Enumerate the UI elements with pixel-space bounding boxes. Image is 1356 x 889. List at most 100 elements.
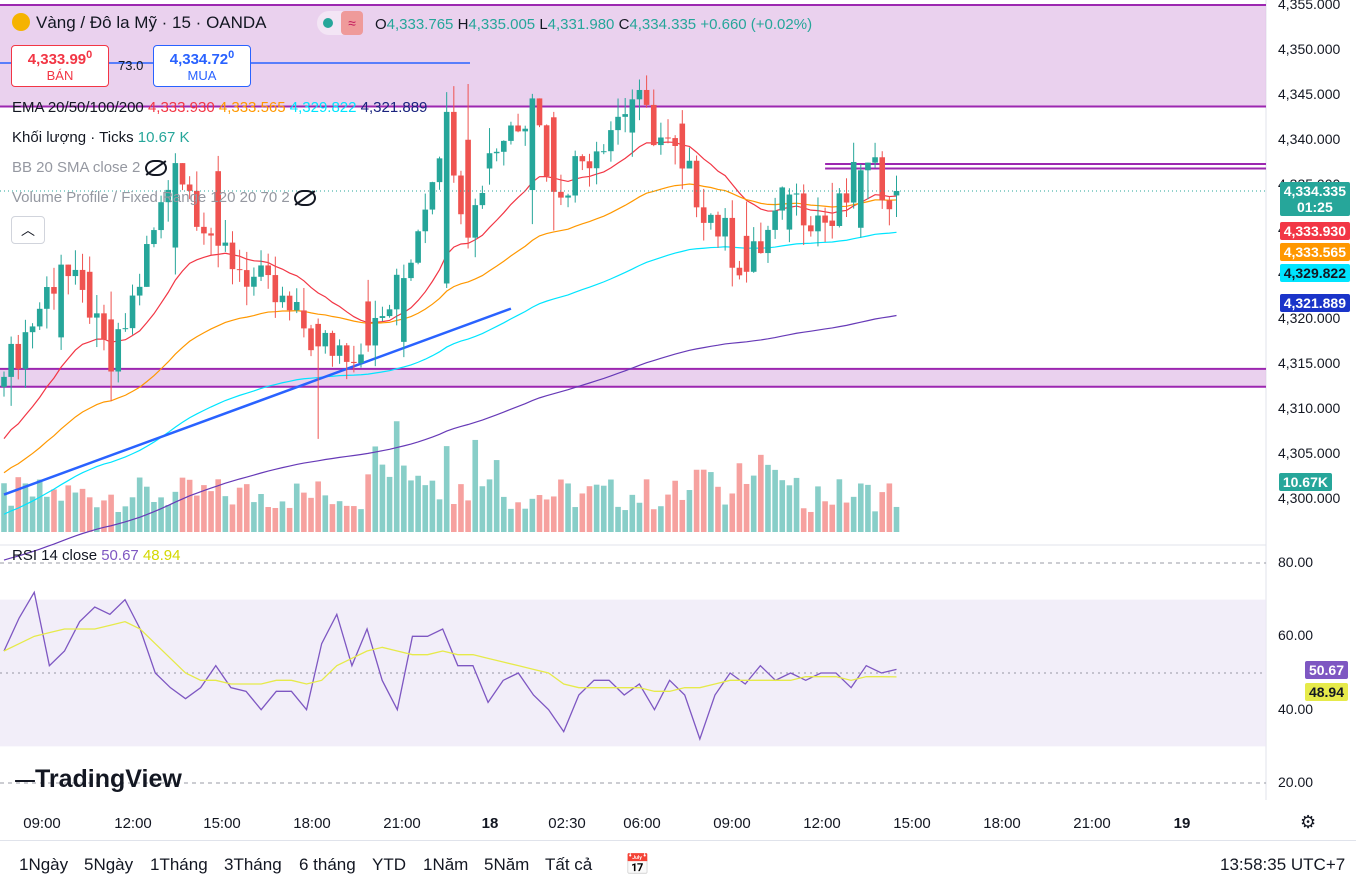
candle-body (322, 332, 329, 347)
candle-body (79, 269, 86, 290)
volume-bar (729, 493, 736, 532)
toolbar-divider (0, 840, 1356, 841)
volume-bar (236, 487, 243, 532)
symbol-header[interactable]: Vàng / Đô la Mỹ · 15 · OANDA (12, 13, 267, 33)
candle-body (843, 193, 850, 203)
candle-body (94, 313, 100, 318)
volume-bar (893, 506, 900, 532)
candle-body (886, 200, 893, 210)
candle-body (793, 193, 800, 195)
rsi-band (0, 599, 1266, 747)
candle-body (101, 313, 107, 340)
timeframe-button[interactable]: 1Ngày (19, 855, 69, 874)
volume-bar (372, 446, 379, 532)
candle-body (722, 217, 728, 237)
hidden-eye-icon[interactable] (144, 160, 167, 177)
sell-button[interactable]: 4,333.990 BÁN (11, 45, 109, 87)
volume-bar (772, 469, 778, 532)
volume-bar (800, 508, 807, 532)
candle-body (865, 162, 871, 171)
candle-body (172, 163, 179, 248)
volume-bar (808, 511, 814, 532)
candle-body (51, 287, 57, 294)
candle-body (343, 345, 350, 362)
candle-body (850, 161, 857, 203)
date-range-icon[interactable]: 📅 (625, 854, 650, 876)
time-tick-label: 21:00 (383, 815, 421, 832)
candle-body (672, 138, 678, 146)
volume-bar (208, 491, 214, 532)
candle-body (579, 156, 586, 162)
candle-body (129, 295, 136, 329)
candle-body (858, 170, 864, 228)
candle-body (243, 270, 250, 287)
volume-bar (708, 472, 714, 532)
candle-body (522, 128, 529, 132)
volume-bar (700, 469, 707, 532)
time-tick-label: 18:00 (293, 815, 331, 832)
volume-bar (579, 493, 586, 532)
rsi-legend[interactable]: RSI 14 close 50.67 48.94 (12, 547, 181, 564)
bb-legend[interactable]: BB 20 SMA close 2 (12, 159, 167, 177)
volume-legend[interactable]: Khối lượng · Ticks 10.67 K (12, 129, 190, 146)
volume-bar (443, 446, 450, 532)
status-badges[interactable]: ≈ (317, 11, 363, 35)
volume-bar (386, 476, 393, 532)
collapse-legend-button[interactable]: ︿ (11, 216, 45, 244)
volume-bar (8, 505, 14, 532)
ema-legend[interactable]: EMA 20/50/100/200 4,333.930 4,333.565 4,… (12, 99, 428, 116)
time-tick-label: 18:00 (983, 815, 1021, 832)
timeframe-button[interactable]: YTD (372, 855, 406, 874)
timeframe-button[interactable]: 5Năm (484, 855, 530, 874)
volume-bar (172, 491, 179, 532)
volume-bar (401, 465, 407, 532)
tradingview-logo[interactable]: ⏤TradingView (15, 765, 182, 793)
wave-icon: ≈ (341, 11, 363, 35)
volume-bar (793, 477, 800, 532)
price-tick-label: 4,315.000 (1278, 355, 1341, 372)
candle-body (650, 104, 657, 146)
volume-bar (850, 496, 857, 532)
volume-bar (593, 484, 600, 532)
buy-button[interactable]: 4,334.720 MUA (153, 45, 251, 87)
candle-body (372, 317, 379, 346)
candle-body (529, 98, 536, 191)
settings-gear-icon[interactable]: ⚙ (1300, 812, 1317, 832)
volume-bar (29, 496, 36, 532)
volume-bar (686, 490, 693, 532)
timeframe-button[interactable]: Tất cả (545, 855, 593, 874)
candle-body (836, 193, 843, 226)
timeframe-button[interactable]: 1Tháng (150, 855, 208, 874)
candle-body (122, 328, 129, 330)
rsi-ma-tag: 48.94 (1304, 683, 1348, 701)
volume-bar (393, 421, 400, 532)
candle-body (743, 235, 750, 272)
volume-bar (101, 500, 107, 532)
hidden-eye-icon[interactable] (293, 190, 316, 207)
candle-body (151, 230, 157, 245)
candle-body (144, 244, 150, 287)
volume-bar (122, 506, 129, 532)
volume-bar (329, 504, 336, 532)
volume-bar (829, 504, 836, 532)
volume-bar (343, 505, 350, 532)
timeframe-button[interactable]: 5Ngày (84, 855, 134, 874)
volume-bar (158, 497, 164, 532)
volume-profile-legend[interactable]: Volume Profile / Fixed Range 120 20 70 2 (12, 189, 316, 207)
volume-bar (429, 480, 436, 532)
candle-body (872, 157, 878, 163)
candle-body (222, 242, 229, 246)
price-tick-label: 4,345.000 (1278, 85, 1341, 102)
volume-tag: 10.67K (1278, 473, 1332, 491)
volume-bar (636, 502, 643, 532)
timeframe-button[interactable]: 6 tháng (299, 855, 356, 874)
timeframe-button[interactable]: 3Tháng (224, 855, 282, 874)
time-tick-label: 15:00 (893, 815, 931, 832)
timeframe-button[interactable]: 1Năm (423, 855, 469, 874)
time-tick-label: 02:30 (548, 815, 586, 832)
candle-body (29, 326, 36, 333)
price-tick-label: 4,305.000 (1278, 445, 1341, 462)
volume-bar (865, 484, 871, 532)
ema20-line (3, 141, 897, 440)
